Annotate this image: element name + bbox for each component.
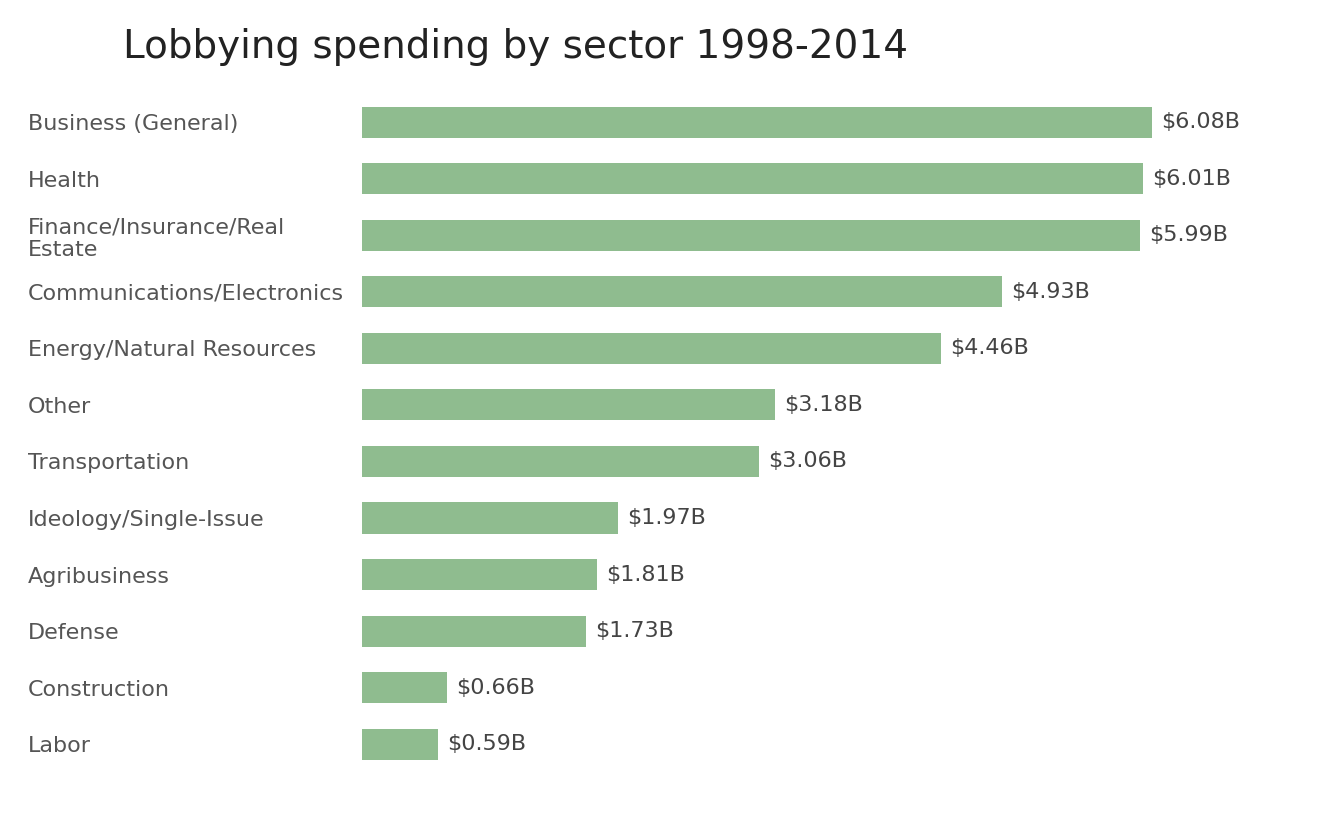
Text: $6.08B: $6.08B bbox=[1161, 112, 1240, 132]
Bar bbox=[362, 276, 1003, 307]
Bar bbox=[362, 615, 586, 647]
Text: $6.01B: $6.01B bbox=[1152, 168, 1231, 189]
Text: $5.99B: $5.99B bbox=[1149, 225, 1228, 245]
Bar bbox=[362, 559, 597, 590]
Text: $4.93B: $4.93B bbox=[1011, 282, 1090, 302]
Text: $4.46B: $4.46B bbox=[951, 338, 1030, 358]
Bar bbox=[362, 389, 775, 421]
Text: $0.66B: $0.66B bbox=[457, 677, 536, 698]
Text: $1.97B: $1.97B bbox=[627, 508, 706, 528]
Bar bbox=[362, 332, 941, 364]
Text: Lobbying spending by sector 1998-2014: Lobbying spending by sector 1998-2014 bbox=[123, 27, 908, 65]
Bar bbox=[362, 446, 759, 477]
Bar bbox=[362, 502, 617, 534]
Text: $3.18B: $3.18B bbox=[783, 395, 862, 415]
Bar bbox=[362, 672, 447, 703]
Text: $1.73B: $1.73B bbox=[596, 621, 675, 641]
Bar bbox=[362, 163, 1142, 194]
Bar bbox=[362, 219, 1139, 251]
Text: $1.81B: $1.81B bbox=[605, 564, 684, 584]
Text: $0.59B: $0.59B bbox=[447, 734, 526, 754]
Bar bbox=[362, 728, 438, 760]
Bar bbox=[362, 106, 1152, 138]
Text: $3.06B: $3.06B bbox=[769, 451, 848, 471]
